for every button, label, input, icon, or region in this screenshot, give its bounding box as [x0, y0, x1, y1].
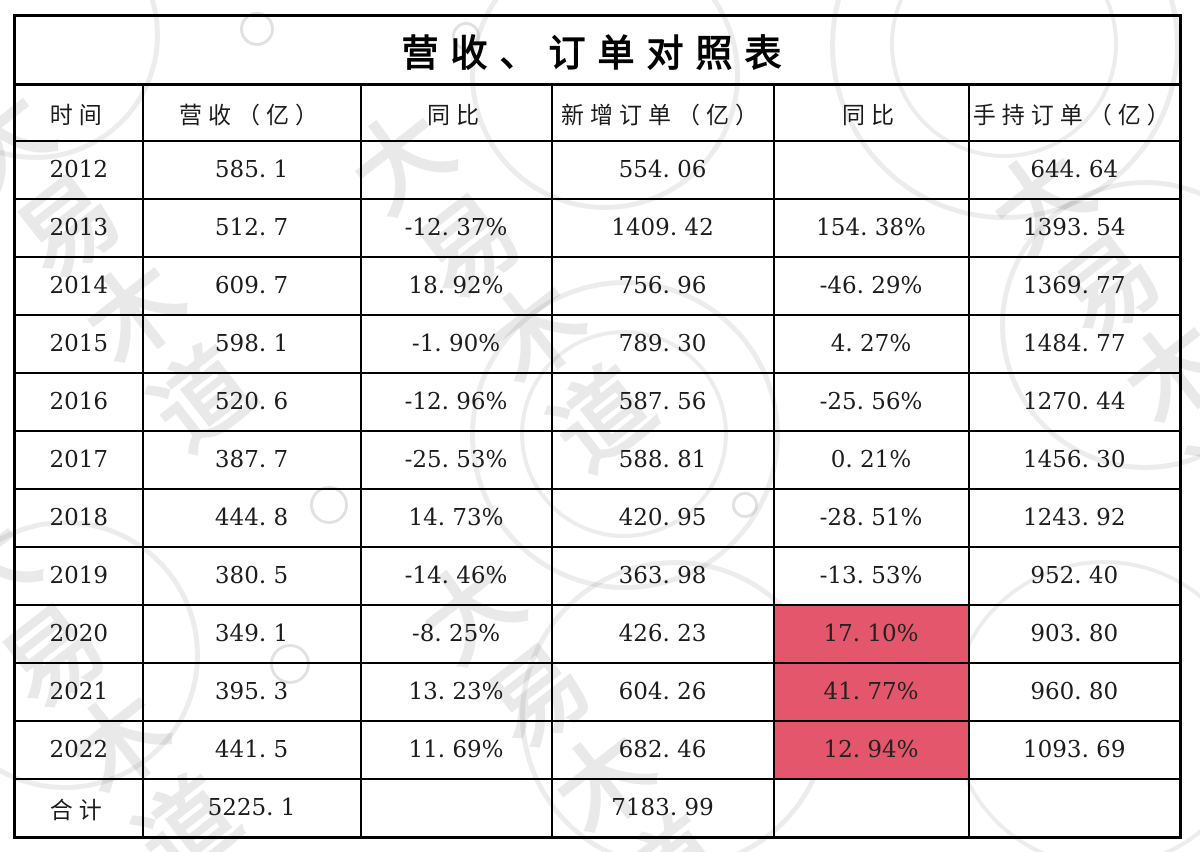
table-row: 2021 395. 3 13. 23% 604. 26 41. 77% 960. 80	[13, 662, 1182, 722]
cell-5-5: 1456. 30	[967, 430, 1182, 490]
cell-1-2: -12. 37%	[359, 198, 553, 258]
cell-9-2: 13. 23%	[359, 662, 553, 722]
cell-1-3: 1409. 42	[550, 198, 775, 258]
table-row: 2015 598. 1 -1. 90% 789. 30 4. 27% 1484. 77	[13, 314, 1182, 374]
table-row: 2018 444. 8 14. 73% 420. 95 -28. 51% 1243. 92	[13, 488, 1182, 548]
table-row: 2017 387. 7 -25. 53% 588. 81 0. 21% 1456. 30	[13, 430, 1182, 490]
cell-1-1: 512. 7	[141, 198, 362, 258]
cell-2-3: 756. 96	[550, 256, 775, 316]
header-row: 时间 营收（亿） 同比 新增订单（亿） 同比 手持订单（亿）	[13, 83, 1182, 142]
cell-11-5	[967, 778, 1182, 839]
cell-8-0: 2020	[13, 604, 144, 664]
cell-4-0: 2016	[13, 372, 144, 432]
column-header-0: 时间	[13, 83, 144, 142]
cell-7-1: 380. 5	[141, 546, 362, 606]
cell-7-5: 952. 40	[967, 546, 1182, 606]
cell-11-0: 合计	[13, 778, 144, 839]
cell-3-4: 4. 27%	[772, 314, 970, 374]
cell-9-3: 604. 26	[550, 662, 775, 722]
cell-3-2: -1. 90%	[359, 314, 553, 374]
table-row: 2013 512. 7 -12. 37% 1409. 42 154. 38% 1393. …	[13, 198, 1182, 258]
cell-8-2: -8. 25%	[359, 604, 553, 664]
cell-7-0: 2019	[13, 546, 144, 606]
cell-3-1: 598. 1	[141, 314, 362, 374]
cell-11-3: 7183. 99	[550, 778, 775, 839]
cell-3-5: 1484. 77	[967, 314, 1182, 374]
cell-1-0: 2013	[13, 198, 144, 258]
title-row: 营收、订单对照表	[13, 14, 1182, 86]
table-row: 2020 349. 1 -8. 25% 426. 23 17. 10% 903. 80	[13, 604, 1182, 664]
cell-6-4: -28. 51%	[772, 488, 970, 548]
table-row: 2022 441. 5 11. 69% 682. 46 12. 94% 1093. 69	[13, 720, 1182, 780]
column-header-3: 新增订单（亿）	[550, 83, 775, 142]
table-title: 营收、订单对照表	[13, 14, 1182, 86]
cell-10-4: 12. 94%	[772, 720, 970, 780]
column-header-1: 营收（亿）	[141, 83, 362, 142]
cell-0-2	[359, 140, 553, 200]
cell-5-0: 2017	[13, 430, 144, 490]
cell-0-0: 2012	[13, 140, 144, 200]
cell-7-2: -14. 46%	[359, 546, 553, 606]
table-row: 2016 520. 6 -12. 96% 587. 56 -25. 56% 1270. 4…	[13, 372, 1182, 432]
cell-9-4: 41. 77%	[772, 662, 970, 722]
cell-8-1: 349. 1	[141, 604, 362, 664]
cell-1-5: 1393. 54	[967, 198, 1182, 258]
cell-9-1: 395. 3	[141, 662, 362, 722]
cell-0-5: 644. 64	[967, 140, 1182, 200]
cell-11-2	[359, 778, 553, 839]
cell-7-3: 363. 98	[550, 546, 775, 606]
cell-9-0: 2021	[13, 662, 144, 722]
cell-0-3: 554. 06	[550, 140, 775, 200]
cell-5-1: 387. 7	[141, 430, 362, 490]
table-row: 合计 5225. 1 7183. 99	[13, 778, 1182, 839]
cell-1-4: 154. 38%	[772, 198, 970, 258]
table-row: 2014 609. 7 18. 92% 756. 96 -46. 29% 1369. 77	[13, 256, 1182, 316]
cell-8-4: 17. 10%	[772, 604, 970, 664]
cell-4-4: -25. 56%	[772, 372, 970, 432]
cell-4-2: -12. 96%	[359, 372, 553, 432]
column-header-4: 同比	[772, 83, 970, 142]
cell-9-5: 960. 80	[967, 662, 1182, 722]
cell-0-4	[772, 140, 970, 200]
cell-4-3: 587. 56	[550, 372, 775, 432]
cell-8-5: 903. 80	[967, 604, 1182, 664]
cell-3-0: 2015	[13, 314, 144, 374]
column-header-5: 手持订单（亿）	[967, 83, 1182, 142]
cell-4-5: 1270. 44	[967, 372, 1182, 432]
column-header-2: 同比	[359, 83, 553, 142]
comparison-table: 营收、订单对照表 时间 营收（亿） 同比 新增订单（亿） 同比 手持订单（亿） 2012 5…	[13, 14, 1182, 839]
cell-2-2: 18. 92%	[359, 256, 553, 316]
cell-5-4: 0. 21%	[772, 430, 970, 490]
table-row: 2019 380. 5 -14. 46% 363. 98 -13. 53% 952. 40	[13, 546, 1182, 606]
cell-2-5: 1369. 77	[967, 256, 1182, 316]
cell-10-0: 2022	[13, 720, 144, 780]
cell-6-5: 1243. 92	[967, 488, 1182, 548]
cell-2-4: -46. 29%	[772, 256, 970, 316]
cell-5-2: -25. 53%	[359, 430, 553, 490]
cell-4-1: 520. 6	[141, 372, 362, 432]
cell-11-4	[772, 778, 970, 839]
table-row: 2012 585. 1 554. 06 644. 64	[13, 140, 1182, 200]
cell-10-1: 441. 5	[141, 720, 362, 780]
cell-10-5: 1093. 69	[967, 720, 1182, 780]
cell-3-3: 789. 30	[550, 314, 775, 374]
cell-6-2: 14. 73%	[359, 488, 553, 548]
cell-2-1: 609. 7	[141, 256, 362, 316]
cell-11-1: 5225. 1	[141, 778, 362, 839]
cell-10-2: 11. 69%	[359, 720, 553, 780]
cell-8-3: 426. 23	[550, 604, 775, 664]
cell-7-4: -13. 53%	[772, 546, 970, 606]
cell-10-3: 682. 46	[550, 720, 775, 780]
cell-6-3: 420. 95	[550, 488, 775, 548]
cell-6-1: 444. 8	[141, 488, 362, 548]
cell-5-3: 588. 81	[550, 430, 775, 490]
cell-0-1: 585. 1	[141, 140, 362, 200]
cell-2-0: 2014	[13, 256, 144, 316]
cell-6-0: 2018	[13, 488, 144, 548]
